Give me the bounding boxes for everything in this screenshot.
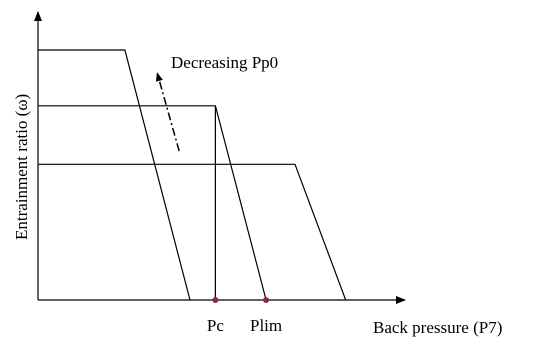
x-tick-label-plim: Plim	[250, 316, 282, 335]
x-tick-label-pc: Pc	[207, 316, 224, 335]
decreasing-arrow	[155, 72, 180, 152]
series-layer	[38, 49, 347, 301]
annotation-label: Decreasing Pp0	[171, 53, 278, 72]
x-axis-label: Back pressure (P7)	[373, 318, 502, 337]
y-axis-label: Entrainment ratio (ω)	[12, 94, 31, 240]
series-line-3	[38, 163, 347, 301]
tick-marker-plim	[263, 297, 270, 303]
plot-area: Pc Plim	[34, 11, 406, 335]
series-line-1	[38, 49, 191, 301]
tick-layer: Pc Plim	[207, 297, 282, 335]
series-line-2	[38, 105, 267, 301]
tick-marker-pc	[212, 297, 219, 303]
